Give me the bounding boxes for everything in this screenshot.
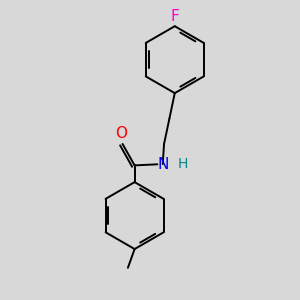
Text: H: H: [177, 157, 188, 171]
Text: N: N: [157, 157, 168, 172]
Text: O: O: [115, 126, 127, 141]
Text: F: F: [170, 9, 179, 24]
